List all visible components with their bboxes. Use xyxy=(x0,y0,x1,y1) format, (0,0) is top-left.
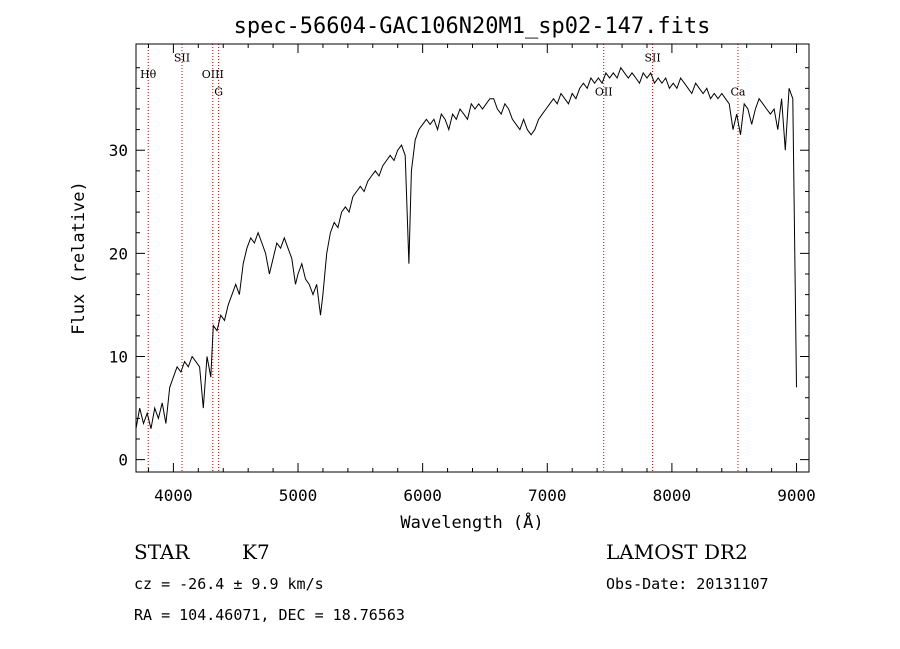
line-marker-label-4: OII xyxy=(595,86,613,99)
x-axis-label: Wavelength (Å) xyxy=(400,511,543,533)
line-marker-label-6: Ca xyxy=(730,86,745,99)
survey-name: LAMOST DR2 xyxy=(606,540,748,564)
x-tick-label-7000: 7000 xyxy=(528,486,567,505)
y-tick-label-20: 20 xyxy=(109,244,128,263)
y-tick-label-30: 30 xyxy=(109,141,128,160)
chart-title: spec-56604-GAC106N20M1_sp02-147.fits xyxy=(234,14,711,39)
line-marker-label-0: Hθ xyxy=(140,68,157,81)
observation-date: Obs-Date: 20131107 xyxy=(606,575,769,593)
line-marker-label-1: SII xyxy=(174,52,190,65)
line-marker-label-5: SII xyxy=(644,52,660,65)
y-axis-ticks: 0 10 20 30 xyxy=(109,67,809,470)
x-tick-label-5000: 5000 xyxy=(279,486,318,505)
x-tick-label-8000: 8000 xyxy=(653,486,692,505)
spectrum-line xyxy=(135,66,797,429)
y-axis-label: Flux (relative) xyxy=(69,181,89,335)
y-tick-label-0: 0 xyxy=(118,451,128,470)
object-class: STAR xyxy=(134,540,190,564)
y-tick-label-10: 10 xyxy=(109,347,128,366)
line-markers: Hθ SII OIII G OII SII Ca xyxy=(140,44,746,472)
x-tick-label-4000: 4000 xyxy=(154,486,193,505)
plot-frame xyxy=(135,43,810,473)
coordinates: RA = 104.46071, DEC = 18.76563 xyxy=(134,606,405,624)
line-marker-label-3: G xyxy=(214,86,223,99)
line-marker-label-2: OIII xyxy=(202,68,224,81)
x-tick-label-9000: 9000 xyxy=(777,486,816,505)
x-axis-ticks: 4000 5000 6000 7000 8000 9000 xyxy=(147,44,816,505)
redshift-value: cz = -26.4 ± 9.9 km/s xyxy=(134,575,324,593)
object-subclass: K7 xyxy=(242,540,270,564)
x-tick-label-6000: 6000 xyxy=(403,486,442,505)
